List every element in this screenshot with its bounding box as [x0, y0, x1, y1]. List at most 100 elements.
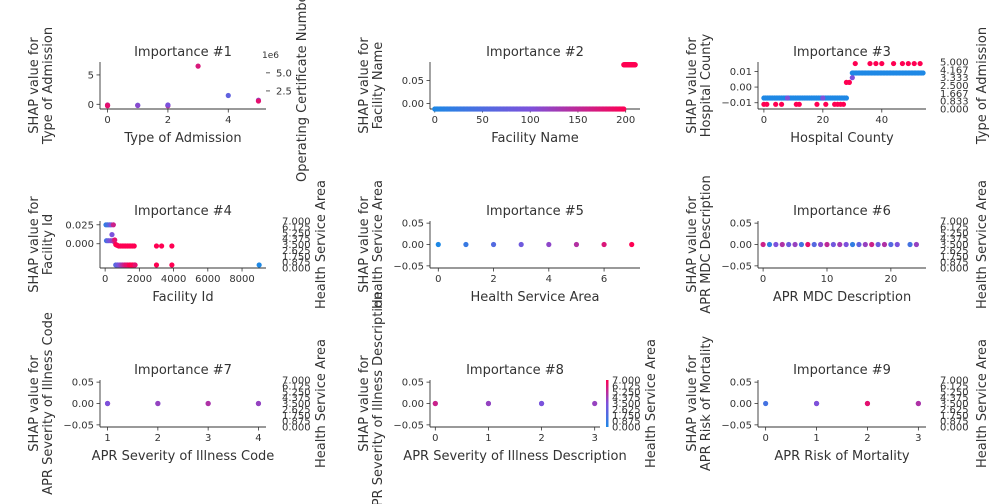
data-point: [773, 241, 779, 248]
panel-5: Importance #5 0 2 4 6 −0.05 0.00 0.05 Health Ser…: [357, 180, 640, 309]
panel-7: Importance #7 1 2 3 4 −0.05 0.00 0.05 APR Severi…: [27, 312, 329, 495]
y-tick-label: 0.05: [402, 219, 424, 230]
y-axis-label: SHAP value for: [685, 355, 700, 452]
data-point: [888, 241, 894, 248]
data-point: [881, 241, 888, 248]
x-tick-label: 1: [104, 433, 110, 444]
x-tick-label: 20: [816, 115, 829, 126]
data-point: [485, 400, 492, 407]
colorbar-label: Health Service Area: [314, 339, 329, 468]
data-point: [907, 241, 913, 248]
colorbar-tick-label: 4.375: [940, 393, 969, 404]
y-tick-label: 0.00: [402, 99, 424, 110]
x-tick-label: 40: [875, 115, 888, 126]
x-tick-label: 150: [568, 115, 587, 126]
colorbar-tick-label: 3.500: [612, 399, 641, 410]
data-point: [779, 241, 785, 248]
x-tick-label: 6000: [195, 274, 220, 285]
data-point: [629, 241, 635, 248]
data-point: [463, 241, 469, 248]
x-tick-label: 4: [225, 115, 231, 126]
colorbar-tick-label: 2.625: [282, 246, 311, 257]
data-point: [195, 63, 201, 69]
x-tick-label: 2: [490, 274, 496, 285]
colorbar-tick-label: 6.125: [282, 222, 311, 233]
y-tick-label: 0.05: [72, 378, 94, 389]
colorbar-tick-label: 3.500: [282, 399, 311, 410]
data-point: [165, 102, 171, 108]
colorbar-tick-label: 7.000: [940, 376, 969, 387]
colorbar-tick-label: 5.250: [282, 387, 311, 398]
x-tick-label: 0: [432, 115, 438, 126]
y-axis-label: APR Severity of Illness Description: [371, 292, 386, 504]
y-tick-label: −0.05: [63, 420, 94, 431]
colorbar-tick-label: 0.000: [282, 264, 311, 275]
colorbar-tick-label: 1.667: [940, 89, 969, 100]
data-point: [869, 241, 875, 248]
x-axis-label: Facility Id: [152, 290, 213, 305]
data-point: [862, 241, 868, 248]
x-tick-label: 50: [476, 115, 489, 126]
panel-4: Importance #4 0 2000 4000 6000 8000 0.000 0.025…: [27, 180, 329, 309]
data-point: [205, 400, 211, 407]
y-axis-label: SHAP value for: [357, 196, 372, 293]
colorbar-tick-label: 1.750: [612, 411, 641, 422]
y-axis-label: Health Service Area: [371, 180, 386, 309]
data-point: [155, 400, 161, 407]
data-point: [632, 62, 638, 68]
panel-title: Importance #5: [486, 204, 584, 219]
colorbar-tick-label: 6.125: [940, 381, 969, 392]
data-point: [792, 241, 798, 248]
x-tick-label: 0: [761, 115, 767, 126]
data-point: [856, 241, 862, 248]
colorbar-tick-label: 3.500: [940, 399, 969, 410]
data-point: [824, 241, 830, 248]
colorbar-tick-label: 0.000: [282, 423, 311, 434]
data-point: [911, 60, 917, 67]
colorbar-label: Health Service Area: [314, 180, 329, 309]
data-point: [846, 79, 852, 85]
data-point: [899, 60, 906, 67]
data-point: [760, 241, 766, 248]
data-point: [814, 101, 820, 107]
data-point: [796, 101, 802, 107]
colorbar-label: Operating Certificate Number: [295, 0, 310, 182]
colorbar-tick-label: 7.000: [282, 217, 311, 228]
y-axis-label: SHAP value for: [685, 196, 700, 293]
data-point: [830, 241, 836, 248]
x-tick-label: 10: [821, 274, 834, 285]
data-point: [820, 95, 826, 101]
data-point: [432, 400, 438, 407]
y-axis-label: SHAP value for: [27, 355, 42, 452]
colorbar-tick-label: 0.875: [940, 417, 969, 428]
y-axis-label: SHAP value for: [357, 355, 372, 452]
x-tick-label: 4: [546, 274, 552, 285]
colorbar-tick-label: 0.875: [282, 417, 311, 428]
y-axis-label: APR Risk of Mortality: [699, 336, 714, 472]
data-point: [131, 243, 137, 249]
data-point: [805, 241, 811, 248]
colorbar-tick-label: 0.875: [612, 417, 641, 428]
data-point: [786, 241, 792, 248]
panel-title: Importance #2: [486, 45, 584, 60]
panel-3: Importance #3 0 20 40 −0.01 0.00 0.01 Hospital …: [685, 27, 990, 146]
colorbar-tick-label: 6.125: [940, 222, 969, 233]
data-point: [435, 241, 441, 248]
y-axis-label: SHAP value for: [27, 37, 42, 134]
x-tick-label: 0: [760, 274, 766, 285]
x-tick-label: 6: [601, 274, 607, 285]
panel-title: Importance #3: [793, 45, 891, 60]
colorbar-tick-label: 5.250: [612, 387, 641, 398]
panel-title: Importance #6: [793, 204, 891, 219]
colorbar-label: Health Service Area: [975, 180, 990, 309]
x-tick-label: 0: [432, 433, 438, 444]
data-point: [135, 102, 141, 109]
colorbar-tick-label: 4.167: [940, 65, 969, 76]
y-tick-label: −0.05: [393, 420, 424, 431]
x-tick-label: 8000: [229, 274, 254, 285]
data-point: [843, 95, 850, 101]
data-point: [913, 241, 920, 248]
data-point: [573, 241, 580, 248]
